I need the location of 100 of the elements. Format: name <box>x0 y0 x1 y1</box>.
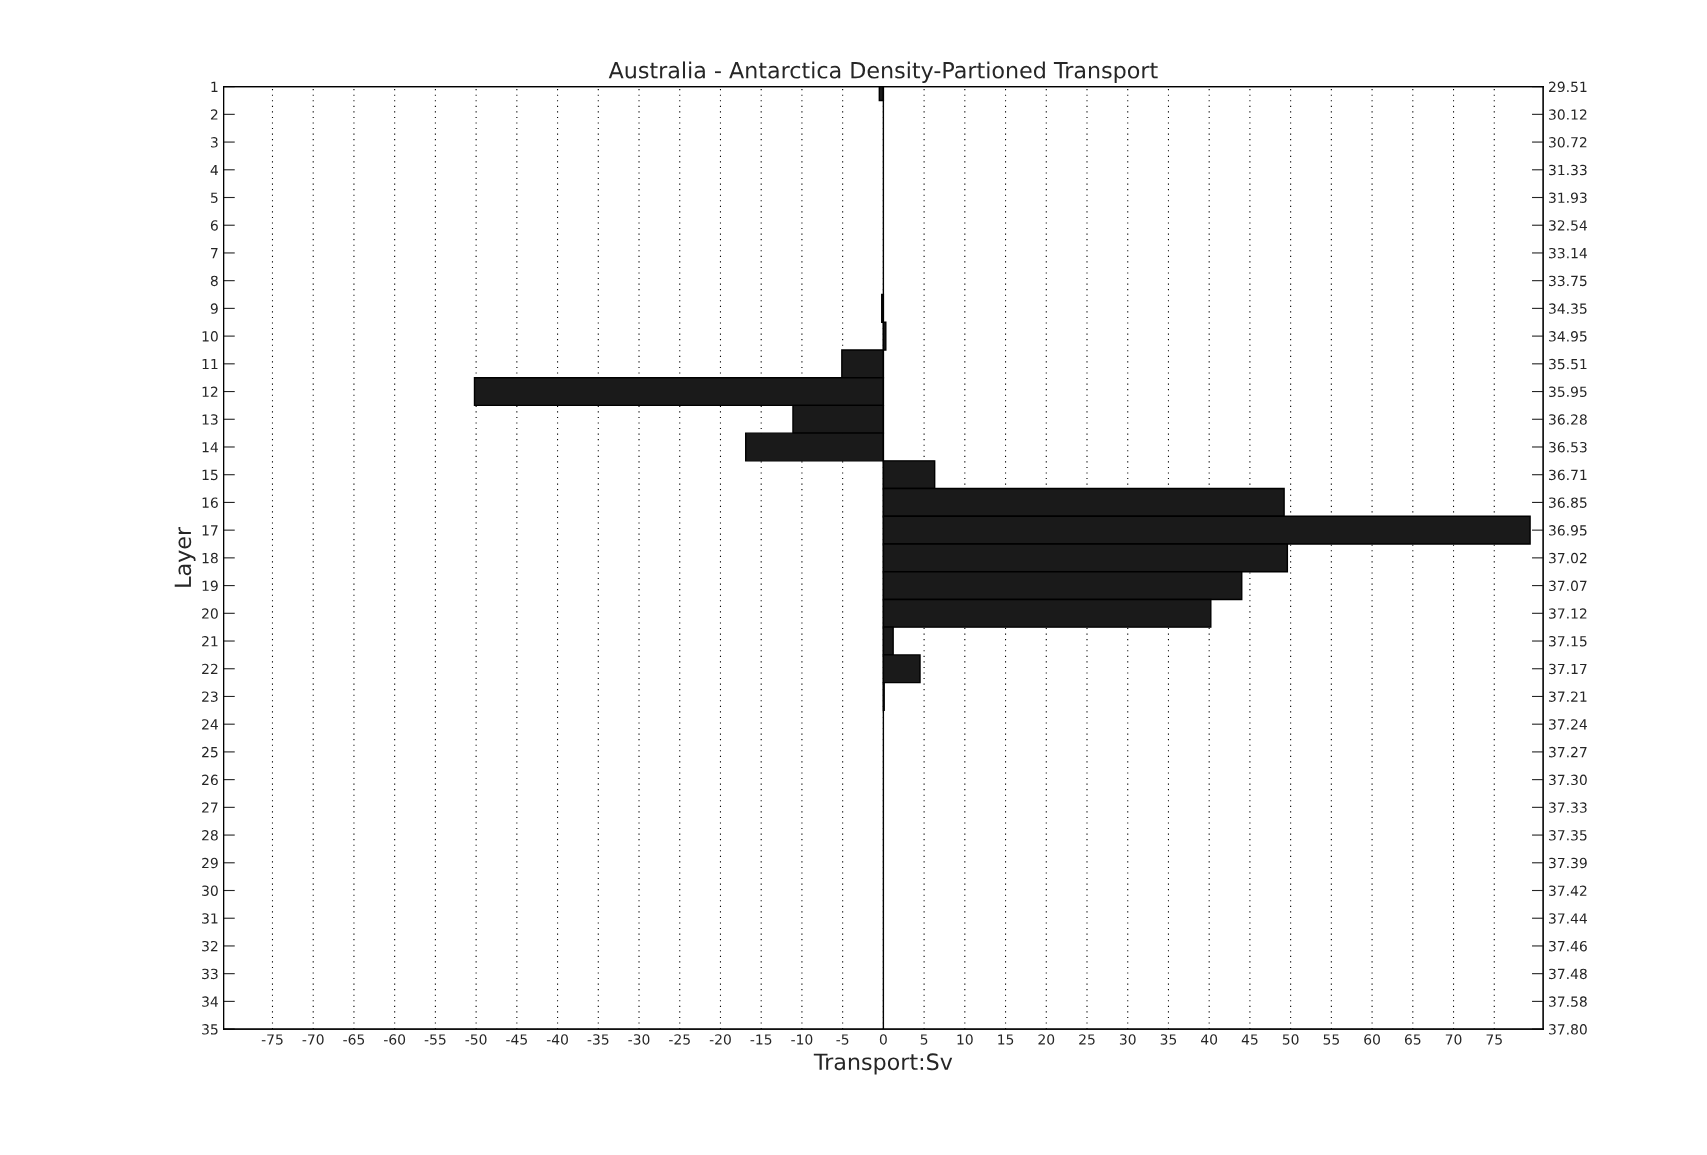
x-tick-label: 20 <box>1038 1034 1055 1045</box>
x-tick-label: -65 <box>343 1034 365 1045</box>
y2-tick-label: 37.21 <box>1549 691 1587 702</box>
y-tick-label: 31 <box>202 913 218 924</box>
x-tick-label: -40 <box>546 1034 568 1045</box>
y-tick-label: 9 <box>210 303 218 314</box>
y2-tick-label: 35.95 <box>1549 386 1587 398</box>
y2-tick-label: 36.95 <box>1549 525 1587 536</box>
y2-tick-label: 31.93 <box>1549 192 1587 203</box>
y2-tick-label: 33.14 <box>1549 247 1587 259</box>
y-tick-label: 28 <box>202 830 218 841</box>
y2-tick-label: 37.42 <box>1549 885 1587 896</box>
x-tick-label: -70 <box>302 1034 324 1045</box>
y-tick-label: 11 <box>202 358 218 370</box>
y2-tick-label: 37.15 <box>1549 635 1587 647</box>
y-tick-label: 24 <box>202 719 218 730</box>
x-tick-label: 60 <box>1364 1034 1380 1045</box>
y2-tick-label: 36.28 <box>1549 414 1587 425</box>
y2-tick-label: 29.51 <box>1549 81 1587 93</box>
y-tick-label: 12 <box>202 386 218 397</box>
y-tick-label: 29 <box>202 857 218 869</box>
x-tick-label: 35 <box>1160 1034 1177 1045</box>
x-tick-label: 65 <box>1404 1034 1421 1045</box>
y-tick-label: 14 <box>202 442 218 453</box>
y-tick-label: 16 <box>202 497 218 508</box>
y-tick-label: 35 <box>202 1024 218 1035</box>
y2-tick-label: 37.46 <box>1549 940 1587 952</box>
y-tick-label: 2 <box>210 109 218 120</box>
y-tick-label: 25 <box>202 746 218 758</box>
x-tick-label: 0 <box>879 1034 887 1045</box>
x-tick-label: -45 <box>506 1034 527 1045</box>
x-tick-label: 10 <box>957 1034 973 1045</box>
y-tick-label: 18 <box>202 552 218 564</box>
x-tick-label: 70 <box>1445 1034 1462 1045</box>
y2-tick-label: 37.48 <box>1549 968 1587 980</box>
y2-tick-label: 34.95 <box>1549 331 1587 342</box>
x-tick-label: -10 <box>791 1034 813 1045</box>
y2-tick-label: 34.35 <box>1549 303 1587 314</box>
y2-tick-label: 37.24 <box>1549 719 1587 730</box>
y2-tick-label: 36.85 <box>1549 497 1587 508</box>
y2-tick-label: 37.58 <box>1549 996 1587 1007</box>
y-tick-label: 30 <box>202 885 218 896</box>
y-tick-label: 33 <box>202 968 218 980</box>
y2-tick-label: 37.07 <box>1549 580 1587 592</box>
y2-tick-label: 35.51 <box>1549 358 1587 370</box>
x-tick-label: 25 <box>1079 1034 1095 1045</box>
y-tick-label: 22 <box>202 663 218 675</box>
y-tick-label: 1 <box>211 81 218 92</box>
y2-tick-label: 37.17 <box>1549 663 1587 675</box>
x-tick-label: 55 <box>1323 1034 1339 1045</box>
y2-tick-label: 30.72 <box>1549 137 1587 148</box>
chart-title: Australia - Antarctica Density-Partioned Transport <box>608 61 1158 83</box>
x-tick-label: 75 <box>1486 1034 1502 1045</box>
y2-tick-label: 37.44 <box>1549 913 1587 924</box>
x-tick-label: -35 <box>587 1034 609 1045</box>
x-tick-label: -75 <box>261 1034 283 1045</box>
x-tick-label: -20 <box>709 1034 731 1045</box>
x-tick-label: 30 <box>1119 1034 1136 1045</box>
y2-tick-label: 32.54 <box>1549 220 1587 231</box>
y-tick-label: 20 <box>202 608 218 619</box>
y2-tick-label: 36.71 <box>1549 469 1587 481</box>
y-tick-label: 3 <box>210 137 218 148</box>
x-tick-label: -30 <box>628 1034 650 1045</box>
y-tick-label: 34 <box>202 996 218 1007</box>
y-tick-label: 15 <box>202 469 218 481</box>
x-tick-label: -5 <box>836 1034 849 1045</box>
y-tick-label: 4 <box>210 164 218 176</box>
x-tick-label: 45 <box>1241 1034 1258 1045</box>
y-tick-label: 6 <box>210 220 218 231</box>
y2-tick-label: 31.33 <box>1549 164 1587 176</box>
y2-tick-label: 30.12 <box>1549 109 1587 120</box>
y-tick-label: 17 <box>202 525 218 536</box>
x-tick-label: -50 <box>465 1034 487 1045</box>
x-tick-label: 5 <box>920 1034 928 1045</box>
y-tick-label: 7 <box>211 248 218 259</box>
y-tick-label: 13 <box>202 414 218 425</box>
y-tick-label: 23 <box>202 691 218 702</box>
y2-tick-label: 37.35 <box>1549 830 1587 841</box>
y-tick-label: 8 <box>210 275 218 287</box>
y-tick-label: 27 <box>202 802 218 813</box>
y2-tick-label: 37.30 <box>1549 774 1587 786</box>
x-tick-label: 50 <box>1282 1034 1299 1045</box>
y-tick-label: 21 <box>202 635 218 647</box>
y2-tick-label: 37.33 <box>1549 802 1587 813</box>
x-tick-label: -25 <box>669 1034 690 1045</box>
y2-tick-label: 37.02 <box>1549 552 1587 564</box>
y-tick-label: 10 <box>202 331 218 342</box>
y2-tick-label: 37.27 <box>1549 746 1587 758</box>
y-tick-label: 26 <box>202 774 218 786</box>
y2-tick-label: 37.12 <box>1549 608 1587 619</box>
y-tick-label: 5 <box>210 192 218 203</box>
y2-tick-label: 33.75 <box>1549 275 1587 287</box>
x-tick-label: -15 <box>750 1034 772 1045</box>
y2-tick-label: 37.80 <box>1549 1024 1587 1035</box>
y2-tick-label: 36.53 <box>1549 441 1587 453</box>
x-tick-label: 15 <box>998 1034 1014 1045</box>
y-axis-title: Layer <box>174 526 196 587</box>
y-tick-label: 19 <box>202 580 218 592</box>
x-tick-label: -60 <box>384 1034 406 1045</box>
x-axis-title: Transport:Sv <box>813 1053 953 1075</box>
